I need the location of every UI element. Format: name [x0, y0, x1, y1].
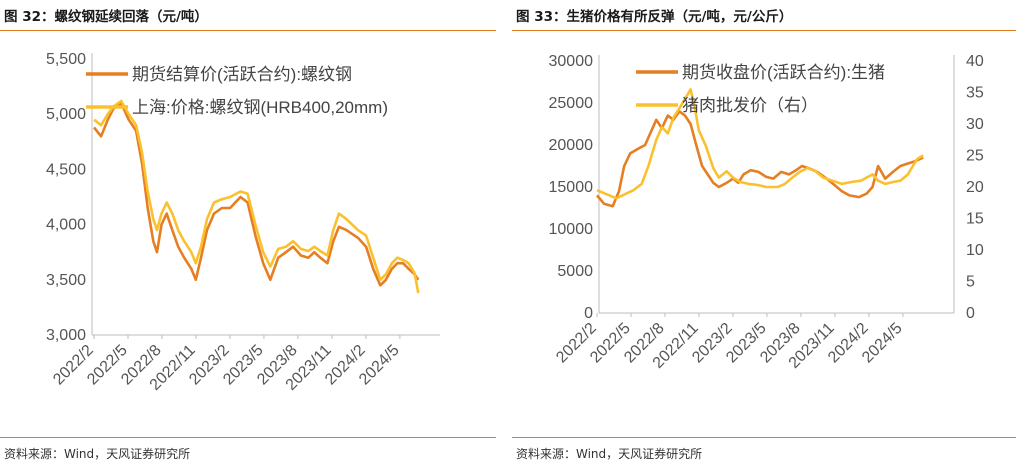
left-source-rule: [0, 437, 496, 438]
y2-tick-label: 15: [966, 211, 984, 228]
y2-tick-label: 25: [966, 148, 984, 165]
series-line-2: [93, 99, 420, 294]
left-source: 资料来源：Wind，天风证券研究所: [4, 447, 191, 461]
series-line-1: [92, 101, 420, 287]
right-chart: 0 5000 10000 15000 20000 25000 30000 0 5 10 15 20 25…: [549, 53, 984, 372]
y2-tick-label: 5: [966, 274, 975, 291]
right-source-rule: [512, 437, 1016, 438]
y2-tick-label: 35: [966, 85, 984, 102]
right-title-rule: [512, 30, 1016, 31]
y-tick-label: 20000: [549, 137, 594, 154]
y2-tick-label: 40: [966, 53, 984, 70]
y-tick-label: 25000: [549, 95, 594, 112]
right-chart-title: 图 33：生猪价格有所反弹（元/吨，元/公斤）: [516, 9, 793, 25]
y-tick-label: 5,500: [46, 51, 86, 68]
y-tick-label: 15000: [549, 179, 594, 196]
y-tick-label: 4,500: [46, 161, 86, 178]
y-tick-label: 5000: [557, 263, 593, 280]
y-tick-label: 5,000: [46, 106, 86, 123]
right-chart-panel: 图 33：生猪价格有所反弹（元/吨，元/公斤） 0 5000 10000 15000 2…: [512, 0, 1016, 466]
left-title-rule: [0, 30, 496, 31]
legend-label: 期货收盘价(活跃合约):生猪: [682, 63, 885, 82]
y-tick-label: 3,500: [46, 272, 86, 289]
y2-tick-label: 10: [966, 242, 984, 259]
left-chart: 3,0003,5004,0004,5005,0005,5002022/22022…: [46, 51, 440, 394]
series-line-1: [596, 110, 924, 208]
right-source: 资料来源：Wind，天风证券研究所: [516, 447, 703, 461]
legend-label: 上海:价格:螺纹钢(HRB400,20mm): [132, 98, 388, 117]
legend-label: 期货结算价(活跃合约):螺纹钢: [132, 65, 352, 84]
series-line-2: [596, 88, 924, 200]
y2-tick-label: 20: [966, 179, 984, 196]
y2-tick-label: 0: [966, 305, 975, 322]
left-chart-title: 图 32：螺纹钢延续回落（元/吨）: [4, 9, 208, 25]
y-tick-label: 30000: [549, 53, 594, 70]
y-tick-label: 3,000: [46, 327, 86, 344]
legend-label: 猪肉批发价（右）: [682, 96, 818, 115]
y-tick-label: 4,000: [46, 217, 86, 234]
y-tick-label: 0: [584, 305, 593, 322]
left-chart-panel: 图 32：螺纹钢延续回落（元/吨） 3,000 3,500 4,000 4,500 5,…: [0, 0, 496, 466]
y2-tick-label: 30: [966, 116, 984, 133]
y-tick-label: 10000: [549, 221, 594, 238]
